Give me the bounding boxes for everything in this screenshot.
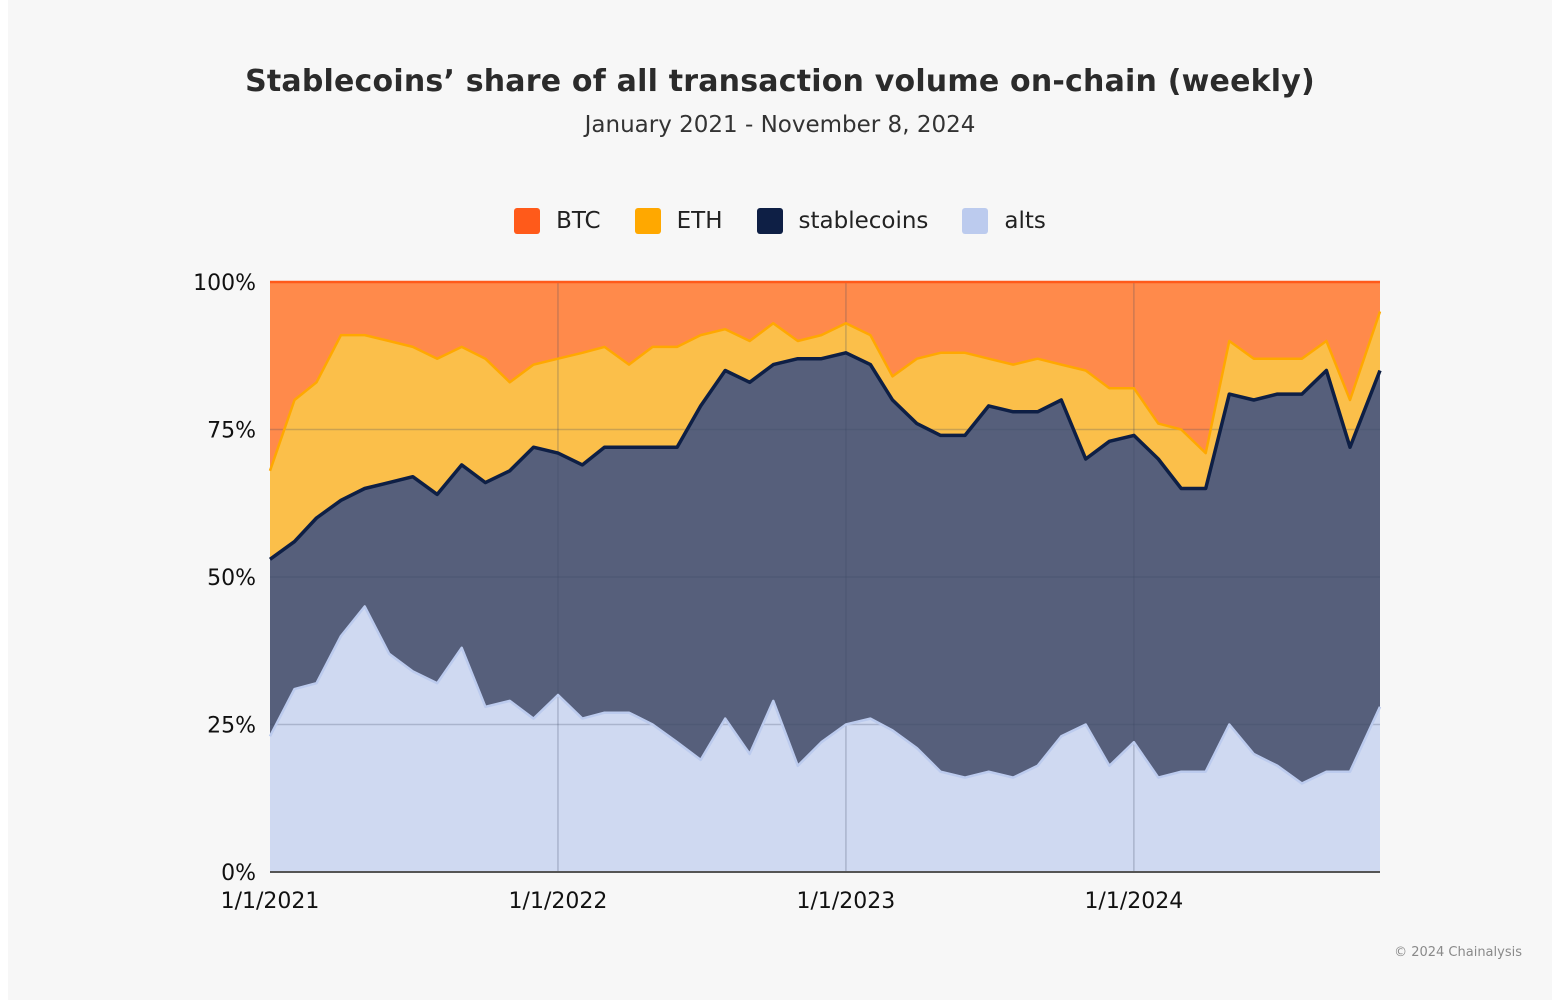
chart-subtitle: January 2021 - November 8, 2024 — [584, 112, 976, 138]
x-tick-label-1: 1/1/2022 — [509, 889, 608, 914]
y-tick-label-3: 75% — [207, 419, 256, 444]
legend: BTC ETH stablecoins alts — [8, 208, 1552, 234]
legend-swatch-btc — [514, 208, 541, 234]
legend-item-eth[interactable]: ETH — [634, 208, 723, 234]
legend-item-btc[interactable]: BTC — [514, 208, 601, 234]
x-tick-label-0: 1/1/2021 — [221, 889, 320, 914]
legend-item-stablecoins[interactable]: stablecoins — [756, 208, 929, 234]
x-tick-label-2: 1/1/2023 — [796, 889, 895, 914]
chart-title: Stablecoins’ share of all transaction vo… — [245, 64, 1315, 99]
y-tick-label-4: 100% — [193, 271, 256, 296]
area-alts — [270, 606, 1380, 872]
legend-swatch-eth — [634, 208, 661, 234]
line-ETH — [268, 311, 1382, 472]
legend-label-stablecoins: stablecoins — [798, 208, 929, 234]
y-tick-label-2: 50% — [207, 566, 256, 591]
legend-label-alts: alts — [1004, 208, 1046, 234]
area-stablecoins — [270, 352, 1380, 784]
line-alts — [268, 605, 1382, 785]
legend-label-btc: BTC — [556, 208, 601, 234]
legend-item-alts[interactable]: alts — [962, 208, 1046, 234]
copyright-credit: © 2024 Chainalysis — [1394, 945, 1522, 960]
legend-label-eth: ETH — [676, 208, 723, 234]
x-tick-label-3: 1/1/2024 — [1084, 889, 1183, 914]
legend-swatch-stablecoins — [756, 208, 783, 234]
legend-swatch-alts — [962, 208, 989, 234]
area-ETH — [270, 311, 1380, 560]
line-stablecoins — [268, 351, 1382, 561]
y-tick-label-1: 25% — [207, 714, 256, 739]
y-tick-label-0: 0% — [221, 861, 256, 886]
area-BTC — [270, 282, 1380, 471]
